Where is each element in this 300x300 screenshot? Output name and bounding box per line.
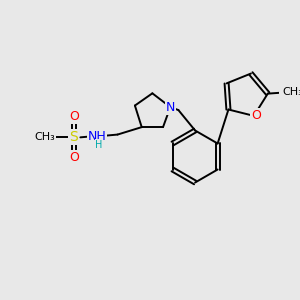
Text: NH: NH bbox=[88, 130, 106, 143]
Text: N: N bbox=[166, 100, 175, 114]
Text: O: O bbox=[69, 110, 79, 123]
Text: CH₃: CH₃ bbox=[282, 87, 300, 97]
Text: CH₃: CH₃ bbox=[35, 132, 56, 142]
Text: O: O bbox=[251, 110, 261, 122]
Text: S: S bbox=[70, 130, 78, 144]
Text: O: O bbox=[69, 151, 79, 164]
Text: H: H bbox=[95, 140, 103, 150]
